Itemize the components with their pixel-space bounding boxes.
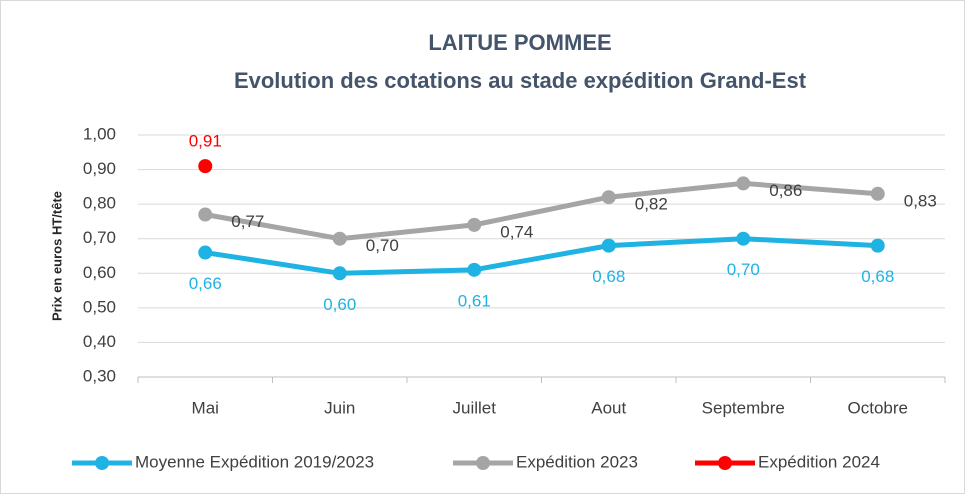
y-tick-label: 0,50	[83, 297, 116, 316]
legend-marker	[476, 456, 490, 470]
data-point	[736, 231, 751, 246]
data-point	[198, 159, 213, 174]
y-tick-label: 0,90	[83, 159, 116, 178]
y-tick-label: 1,00	[83, 124, 116, 143]
y-tick-label: 0,80	[83, 194, 116, 213]
data-point	[601, 238, 616, 253]
y-tick-label: 0,30	[83, 366, 116, 385]
data-label: 0,70	[727, 260, 760, 279]
data-label: 0,83	[904, 191, 937, 210]
data-point	[198, 207, 213, 222]
chart-subtitle: Evolution des cotations au stade expédit…	[234, 68, 807, 93]
x-tick-label: Mai	[192, 398, 219, 417]
x-tick-label: Octobre	[848, 398, 908, 417]
data-point	[332, 231, 347, 246]
legend-label: Expédition 2023	[516, 452, 638, 471]
data-point	[467, 217, 482, 232]
legend-label: Moyenne Expédition 2019/2023	[135, 452, 374, 471]
data-point	[870, 186, 885, 201]
y-axis-label: Prix en euros HT/tête	[49, 191, 64, 321]
data-point	[601, 190, 616, 205]
y-tick-label: 0,40	[83, 332, 116, 351]
data-label: 0,68	[861, 267, 894, 286]
data-label: 0,77	[231, 212, 264, 231]
data-label: 0,82	[635, 195, 668, 214]
data-point	[870, 238, 885, 253]
data-point	[332, 266, 347, 281]
legend-label: Expédition 2024	[758, 452, 880, 471]
x-tick-label: Aout	[591, 398, 626, 417]
data-label: 0,66	[189, 274, 222, 293]
chart-title: LAITUE POMMEE	[428, 30, 611, 55]
y-tick-label: 0,60	[83, 263, 116, 282]
data-label: 0,60	[323, 295, 356, 314]
data-point	[467, 262, 482, 277]
y-tick-label: 0,70	[83, 228, 116, 247]
data-label: 0,91	[189, 132, 222, 151]
data-point	[736, 176, 751, 191]
series-line	[204, 236, 878, 276]
data-point	[198, 245, 213, 260]
x-tick-label: Juin	[324, 398, 355, 417]
series-line	[204, 180, 878, 242]
x-tick-label: Septembre	[702, 398, 785, 417]
data-label: 0,61	[458, 291, 491, 310]
data-label: 0,70	[366, 236, 399, 255]
legend-marker	[718, 456, 732, 470]
legend-marker	[95, 456, 109, 470]
data-label: 0,86	[769, 181, 802, 200]
data-label: 0,68	[592, 267, 625, 286]
data-label: 0,74	[500, 222, 533, 241]
x-tick-label: Juillet	[453, 398, 497, 417]
